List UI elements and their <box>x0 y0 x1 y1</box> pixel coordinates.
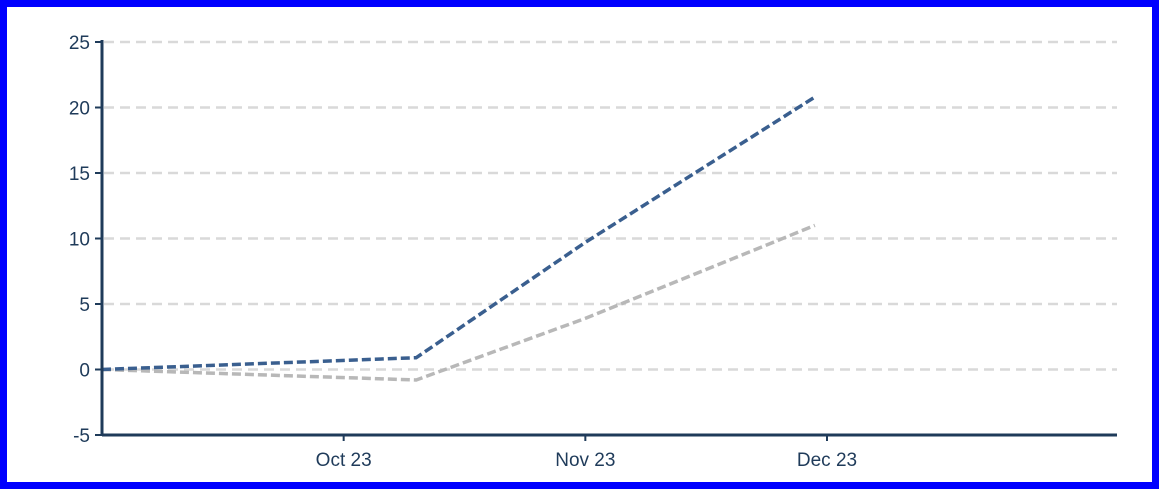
series-line-2 <box>101 223 816 382</box>
x-tick-label: Nov 23 <box>555 450 615 471</box>
series-lines <box>101 95 816 382</box>
x-tick-label: Oct 23 <box>316 450 372 471</box>
y-tick-label: 20 <box>69 99 90 120</box>
y-tick-label: -5 <box>73 426 90 447</box>
y-tick-labels: -5 0 5 10 15 20 25 <box>69 33 102 447</box>
y-tick-label: 25 <box>69 33 90 54</box>
x-tick-labels: Oct 23 Nov 23 Dec 23 <box>316 435 857 471</box>
x-tick-label: Dec 23 <box>797 450 857 471</box>
y-tick-label: 5 <box>79 295 90 316</box>
y-tick-label: 0 <box>79 361 90 382</box>
y-tick-label: 10 <box>69 230 90 251</box>
y-tick-label: 15 <box>69 164 90 185</box>
series-line-1 <box>101 95 816 372</box>
gridlines <box>104 40 1117 371</box>
